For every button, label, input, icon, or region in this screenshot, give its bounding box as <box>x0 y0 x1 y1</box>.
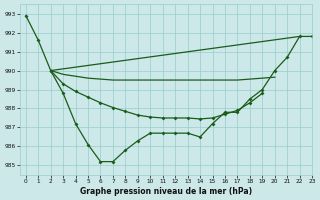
X-axis label: Graphe pression niveau de la mer (hPa): Graphe pression niveau de la mer (hPa) <box>80 187 252 196</box>
